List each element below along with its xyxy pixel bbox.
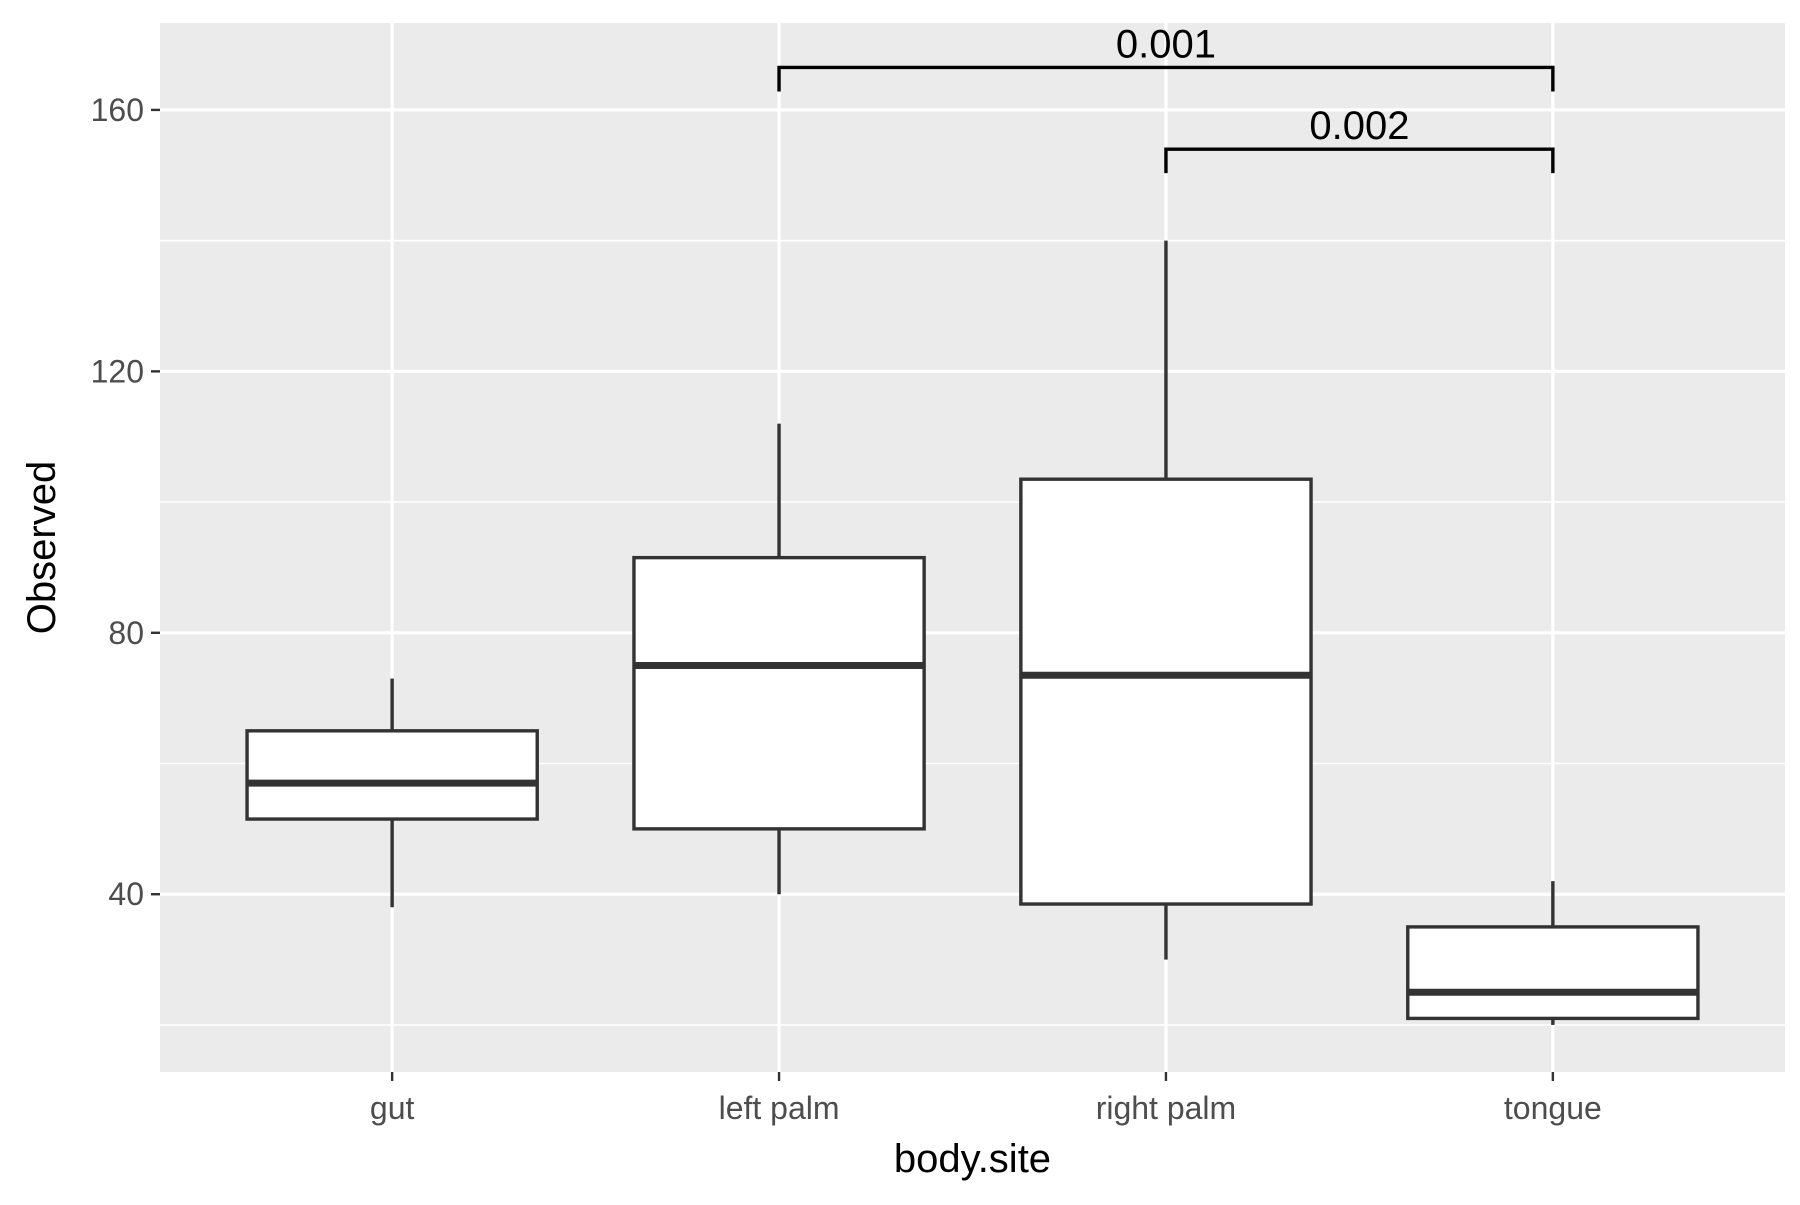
x-tick-label: right palm [1096, 1090, 1237, 1126]
x-tick-label: left palm [719, 1090, 840, 1126]
significance-bracket [777, 65, 1555, 92]
grid-lines [160, 23, 1785, 1072]
significance-annotations: 0.001 0.002 [777, 22, 1555, 174]
significance-label: 0.001 [1116, 22, 1216, 66]
interquartile-box [245, 729, 539, 821]
significance-label: 0.002 [1309, 104, 1409, 148]
y-tick-label: 120 [91, 353, 144, 389]
box-series [245, 240, 1700, 1025]
significance-bracket [1164, 147, 1555, 174]
box-tongue [1406, 881, 1700, 1025]
y-tick-label: 80 [108, 615, 144, 651]
y-tick-label: 160 [91, 92, 144, 128]
interquartile-box [1406, 925, 1700, 1021]
plot-panel [160, 23, 1785, 1072]
box-right-palm [1019, 240, 1313, 960]
axes: 40 80 120 160 gut left palm right palm tongue [91, 92, 1602, 1126]
y-axis-title: Observed [20, 461, 64, 634]
box-left-palm [632, 423, 926, 895]
x-axis-title: body.site [894, 1137, 1051, 1181]
x-tick-label: tongue [1504, 1090, 1602, 1126]
y-tick-label: 40 [108, 876, 144, 912]
interquartile-box [632, 555, 926, 831]
interquartile-box [1019, 477, 1313, 906]
x-tick-label: gut [370, 1090, 415, 1126]
box-gut [245, 678, 539, 908]
